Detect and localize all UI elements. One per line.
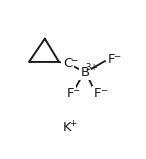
Text: F: F bbox=[107, 53, 115, 66]
Text: −: − bbox=[73, 85, 80, 94]
Text: 3+: 3+ bbox=[85, 63, 98, 72]
Text: F: F bbox=[94, 87, 101, 100]
Text: −: − bbox=[70, 55, 77, 64]
Text: −: − bbox=[113, 51, 121, 60]
Text: C: C bbox=[63, 57, 72, 70]
Text: B: B bbox=[80, 66, 89, 79]
Text: −: − bbox=[100, 85, 107, 94]
Text: F: F bbox=[67, 87, 74, 100]
Text: +: + bbox=[69, 119, 76, 128]
Text: K: K bbox=[63, 121, 71, 134]
